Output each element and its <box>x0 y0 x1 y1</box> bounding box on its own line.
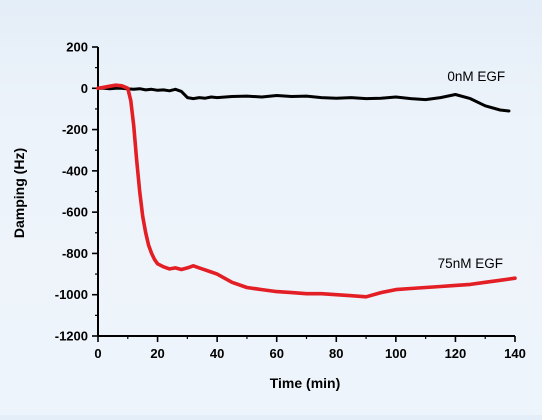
y-tick-label: -400 <box>62 163 88 178</box>
x-axis-label: Time (min) <box>270 375 341 391</box>
tick-labels: 0 20 40 60 80 100 120 140 200 0 -200 -400 -600 -800 -1… <box>55 40 526 362</box>
x-tick-label: 80 <box>329 346 343 361</box>
x-tick-label: 60 <box>269 346 283 361</box>
y-tick-label: -600 <box>62 205 88 220</box>
series-label-0nm-egf: 0nM EGF <box>447 69 505 84</box>
y-tick-label: -1200 <box>55 329 88 344</box>
x-tick-label: 20 <box>150 346 164 361</box>
x-tick-label: 120 <box>445 346 467 361</box>
x-tick-label: 0 <box>94 346 101 361</box>
x-tick-label: 40 <box>210 346 224 361</box>
y-tick-label: 200 <box>66 40 88 55</box>
y-axis-label: Damping (Hz) <box>11 148 27 238</box>
y-tick-label: -200 <box>62 122 88 137</box>
series-label-75nm-egf: 75nM EGF <box>438 256 503 271</box>
y-tick-label: -800 <box>62 246 88 261</box>
y-tick-label: -1000 <box>55 287 88 302</box>
x-tick-label: 100 <box>385 346 407 361</box>
annotations: 0nM EGF 75nM EGF <box>438 69 505 271</box>
tick-marks <box>92 46 516 342</box>
x-tick-label: 140 <box>504 346 526 361</box>
series-line-75nm-egf <box>96 83 517 299</box>
series-line-0nm-egf <box>96 86 511 113</box>
series-lines <box>96 83 517 299</box>
y-tick-label: 0 <box>81 81 88 96</box>
